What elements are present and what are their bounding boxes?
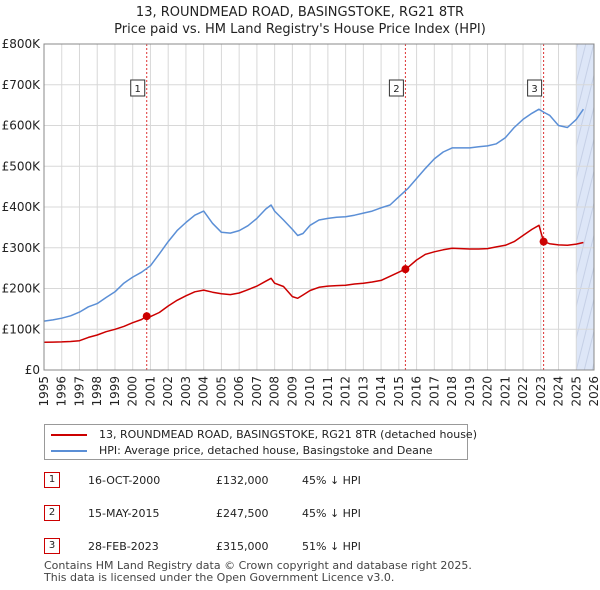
sale-point	[539, 237, 548, 246]
x-tick-label: 1999	[108, 376, 122, 407]
y-tick-label: £200K	[2, 282, 42, 296]
sale-price: £247,500	[216, 507, 269, 520]
legend-swatch-property	[51, 434, 87, 436]
footer-licence: This data is licensed under the Open Gov…	[44, 571, 395, 584]
x-tick-label: 2001	[143, 376, 157, 407]
y-tick-label: £100K	[2, 322, 42, 336]
sale-number-badge: 2	[44, 505, 60, 521]
x-tick-label: 2016	[410, 376, 424, 407]
x-tick-label: 2010	[303, 376, 317, 407]
y-tick-label: £400K	[2, 200, 42, 214]
x-tick-label: 2018	[445, 376, 459, 407]
x-tick-label: 2005	[214, 376, 228, 407]
price-chart: £0 £100K £200K £300K £400K £500K £600K £700K £80…	[2, 37, 600, 407]
hatch-line	[576, 72, 594, 149]
sale-point	[401, 265, 410, 274]
hatch-line	[576, 296, 594, 370]
x-tick-label: 2011	[321, 376, 335, 407]
sale-price: £315,000	[216, 540, 269, 553]
y-tick-label: £0	[25, 363, 40, 377]
x-tick-label: 2017	[427, 376, 441, 407]
x-tick-label: 2025	[569, 376, 583, 407]
sale-label-number: 3	[531, 84, 537, 95]
legend-label-hpi: HPI: Average price, detached house, Basi…	[99, 444, 433, 457]
hatch-line	[576, 44, 594, 117]
sale-label-number: 1	[135, 84, 141, 95]
x-tick-label: 2014	[374, 376, 388, 407]
y-tick-label: £600K	[2, 119, 42, 133]
y-tick-label: £700K	[2, 78, 42, 92]
sale-number-badge: 1	[44, 472, 60, 488]
y-tick-label: £300K	[2, 241, 42, 255]
x-tick-label: 2000	[126, 376, 140, 407]
title-line-1: 13, ROUNDMEAD ROAD, BASINGSTOKE, RG21 8T…	[135, 5, 465, 20]
x-tick-label: 2006	[232, 376, 246, 407]
x-tick-label: 2026	[587, 376, 600, 407]
y-tick-label: £500K	[2, 159, 42, 173]
x-tick-label: 2020	[481, 376, 495, 407]
legend-swatch-hpi	[51, 450, 87, 452]
sale-hpi-delta: 51% ↓ HPI	[302, 540, 361, 553]
legend-label-property: 13, ROUNDMEAD ROAD, BASINGSTOKE, RG21 8T…	[99, 428, 477, 441]
x-tick-label: 2024	[552, 376, 566, 407]
x-tick-label: 2022	[516, 376, 530, 407]
property-price-line	[43, 224, 584, 344]
x-tick-label: 2015	[392, 376, 406, 407]
x-tick-label: 2007	[250, 376, 264, 407]
footer-copyright: Contains HM Land Registry data © Crown c…	[44, 559, 472, 572]
x-tick-label: 2004	[197, 376, 211, 407]
plot-border	[43, 43, 595, 371]
x-tick-label: 2008	[268, 376, 282, 407]
footer: Contains HM Land Registry data © Crown c…	[44, 560, 564, 584]
sale-label-box	[527, 79, 543, 97]
x-tick-label: 2013	[356, 376, 370, 407]
x-tick-label: 1998	[90, 376, 104, 407]
x-tick-label: 2023	[534, 376, 548, 407]
sale-hpi-delta: 45% ↓ HPI	[302, 474, 361, 487]
sale-date: 28-FEB-2023	[88, 540, 159, 553]
x-tick-label: 1996	[55, 376, 69, 407]
x-tick-label: 2002	[161, 376, 175, 407]
hpi-line	[43, 108, 585, 322]
x-tick-label: 1995	[37, 376, 51, 407]
sale-number-badge: 3	[44, 538, 60, 554]
sale-label-box	[388, 79, 404, 97]
x-tick-label: 2012	[339, 376, 353, 407]
sale-price: £132,000	[216, 474, 269, 487]
sale-date: 16-OCT-2000	[88, 474, 161, 487]
x-tick-label: 1997	[72, 376, 86, 407]
x-tick-label: 2019	[463, 376, 477, 407]
y-tick-label: £800K	[2, 37, 42, 51]
x-tick-label: 2003	[179, 376, 193, 407]
sale-hpi-delta: 45% ↓ HPI	[302, 507, 361, 520]
chart-title: 13, ROUNDMEAD ROAD, BASINGSTOKE, RG21 8T…	[0, 4, 600, 38]
title-line-2: Price paid vs. HM Land Registry's House …	[114, 22, 486, 37]
hatch-line	[576, 264, 594, 341]
sale-label-box	[130, 79, 146, 97]
sale-date: 15-MAY-2015	[88, 507, 160, 520]
legend: 13, ROUNDMEAD ROAD, BASINGSTOKE, RG21 8T…	[44, 424, 477, 460]
x-tick-label: 2009	[285, 376, 299, 407]
sale-label-number: 2	[393, 84, 399, 95]
x-tick-label: 2021	[498, 376, 512, 407]
sale-point	[142, 312, 151, 321]
